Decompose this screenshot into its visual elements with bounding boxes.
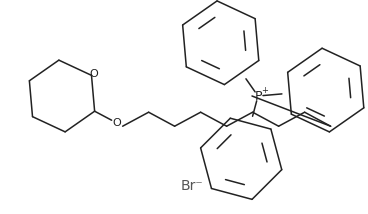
- Text: P: P: [254, 89, 262, 103]
- Text: O: O: [89, 69, 98, 79]
- Text: Br⁻: Br⁻: [181, 179, 204, 193]
- Text: +: +: [262, 86, 268, 95]
- Text: O: O: [112, 118, 121, 128]
